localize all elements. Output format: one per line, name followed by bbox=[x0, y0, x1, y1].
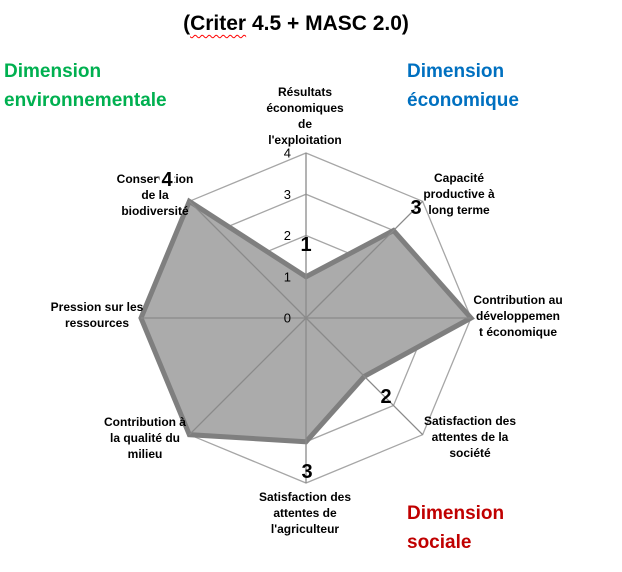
dimension-economique-label: Dimension économique bbox=[407, 61, 519, 111]
axis-label-conservation-biodiversite: Conservation de la biodiversité bbox=[116, 172, 194, 218]
r-tick-4: 4 bbox=[284, 146, 291, 161]
axis-spoke-3 bbox=[305, 317, 424, 436]
r-tick-1: 1 bbox=[284, 269, 291, 284]
data-label-7: 4 bbox=[159, 169, 175, 191]
r-tick-3: 3 bbox=[284, 187, 291, 202]
axis-label-pression-ressources: Pression sur les ressources bbox=[50, 300, 144, 330]
axis-label-resultats-economiques: Résultats économiques de l'exploitation bbox=[266, 85, 344, 147]
data-label-3: 2 bbox=[380, 386, 392, 408]
dimension-environnementale-label: Dimension environnementale bbox=[4, 61, 167, 111]
axis-label-capacite-productive: Capacité productive à long terme bbox=[423, 171, 495, 217]
axis-spoke-5 bbox=[188, 317, 307, 436]
data-label-0: 1 bbox=[300, 234, 312, 256]
dimension-sociale-label: Dimension sociale bbox=[407, 503, 505, 553]
r-tick-0: 0 bbox=[284, 311, 291, 326]
axis-spoke-1 bbox=[305, 200, 424, 319]
axis-label-qualite-milieu: Contribution à la qualité du milieu bbox=[104, 415, 186, 461]
chart-title-open-paren: ( bbox=[183, 12, 191, 35]
axis-label-satisfaction-agriculteur: Satisfaction des attentes de l'agriculte… bbox=[258, 490, 352, 536]
axis-label-satisfaction-societe: Satisfaction des attentes de la société bbox=[423, 414, 517, 460]
chart-title-rest: 4.5 + MASC 2.0) bbox=[246, 12, 409, 35]
data-label-4: 3 bbox=[301, 461, 313, 483]
axis-label-contribution-developpement: Contribution au développemen t économiqu… bbox=[473, 293, 563, 339]
chart-title: (Criter 4.5 + MASC 2.0) bbox=[0, 12, 592, 36]
data-label-1: 3 bbox=[410, 197, 422, 219]
r-tick-2: 2 bbox=[284, 228, 291, 243]
chart-title-misspelled-word: Criter bbox=[190, 12, 247, 35]
axis-spoke-7 bbox=[188, 200, 307, 319]
